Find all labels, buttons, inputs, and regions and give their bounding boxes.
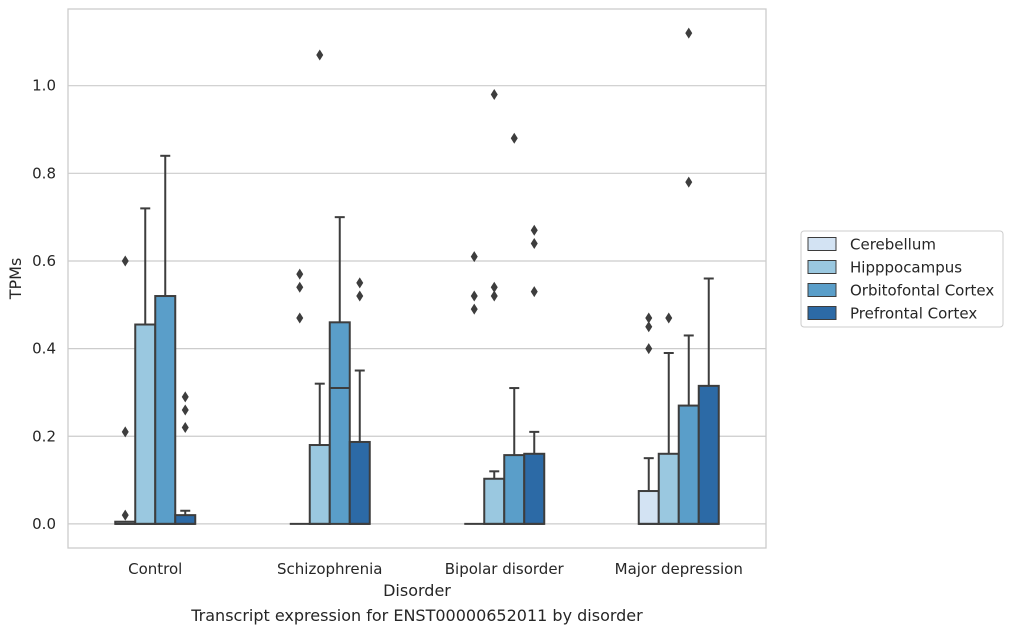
x-tick-label: Schizophrenia (277, 560, 382, 578)
y-tick-label: 0.2 (32, 427, 56, 445)
box (697, 384, 720, 525)
outlier-point (181, 391, 189, 403)
y-axis-ticks: 0.0 0.2 0.4 0.6 0.8 1.0 (32, 77, 56, 533)
y-tick-label: 1.0 (32, 77, 56, 95)
outlier-point (296, 312, 304, 324)
box-group (348, 277, 371, 525)
box-group (464, 251, 485, 525)
box (174, 514, 197, 525)
y-tick-label: 0.8 (32, 164, 56, 182)
box (308, 444, 331, 525)
outlier-point (121, 426, 129, 438)
box (503, 454, 526, 525)
box-group (114, 255, 137, 525)
outlier-point (665, 312, 673, 324)
chart-caption: Transcript expression for ENST0000065201… (191, 606, 643, 625)
box-group (134, 207, 157, 525)
outlier-point (470, 290, 478, 302)
x-tick-label: Bipolar disorder (445, 560, 565, 578)
box-group (657, 312, 680, 525)
y-axis-title: TPMs (6, 258, 25, 301)
box (523, 452, 546, 525)
legend-label: Orbitofontal Cortex (850, 282, 994, 300)
box-group (308, 49, 331, 525)
legend-frame (800, 230, 1004, 328)
legend-label: Prefrontal Cortex (850, 305, 977, 323)
box (637, 490, 660, 525)
box-series (114, 27, 720, 525)
outlier-point (645, 312, 653, 324)
box (657, 452, 680, 525)
outlier-point (296, 281, 304, 293)
outlier-point (121, 509, 129, 521)
outlier-point (510, 132, 518, 144)
box (134, 323, 157, 525)
outlier-point (490, 281, 498, 293)
box-group (637, 312, 660, 525)
outlier-point (470, 251, 478, 263)
box (677, 404, 700, 525)
y-tick-label: 0.4 (32, 340, 56, 358)
outlier-point (181, 421, 189, 433)
outlier-point (316, 49, 324, 61)
outlier-point (490, 290, 498, 302)
y-tick-label: 0.6 (32, 252, 56, 270)
outlier-point (530, 237, 538, 249)
outlier-point (645, 343, 653, 355)
outlier-point (181, 404, 189, 416)
plot-frame (67, 8, 767, 549)
x-tick-label: Major depression (615, 560, 743, 578)
box (154, 295, 177, 525)
outlier-point (530, 224, 538, 236)
outlier-point (645, 321, 653, 333)
outlier-point (685, 176, 693, 188)
legend-swatch (807, 237, 837, 251)
box-group (174, 391, 197, 525)
box-group (677, 27, 700, 525)
box (348, 440, 371, 525)
outlier-point (296, 268, 304, 280)
outlier-point (356, 277, 364, 289)
outlier-point (490, 88, 498, 100)
box (328, 321, 351, 525)
x-axis-ticks: Control Schizophrenia Bipolar disorder Majo… (128, 560, 743, 578)
y-tick-label: 0.0 (32, 515, 56, 533)
x-tick-label: Control (128, 560, 182, 578)
legend-swatch (807, 260, 837, 274)
box-group (328, 216, 351, 525)
box (483, 477, 506, 525)
legend-swatch (807, 306, 837, 320)
outlier-point (121, 255, 129, 267)
legend-label: Hipppocampus (850, 259, 962, 277)
legend-label: Cerebellum (850, 236, 936, 254)
legend-swatch (807, 283, 837, 297)
legend: Cerebellum Hipppocampus Orbitofontal Corte… (800, 230, 1004, 328)
box-group (483, 88, 506, 525)
box-group (289, 268, 310, 525)
x-axis-title: Disorder (383, 581, 451, 600)
box-group (697, 277, 720, 525)
box-group (503, 132, 526, 525)
box-group (154, 154, 177, 525)
box-group (523, 224, 546, 525)
outlier-point (470, 303, 478, 315)
outlier-point (685, 27, 693, 39)
outlier-point (530, 286, 538, 298)
outlier-point (356, 290, 364, 302)
